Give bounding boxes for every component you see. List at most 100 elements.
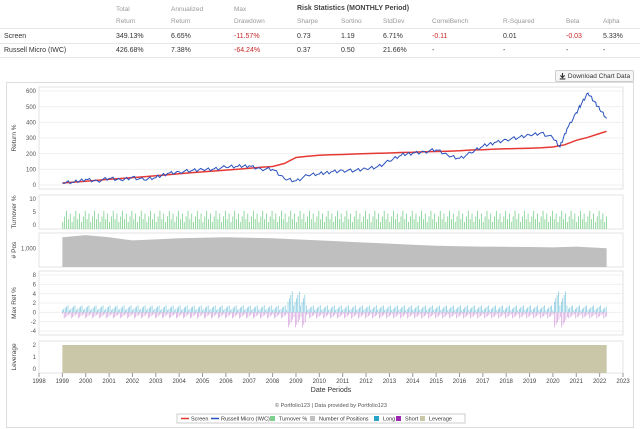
- turnover-bar: [90, 222, 92, 229]
- turnover-bar: [67, 219, 69, 229]
- turnover-bar: [305, 222, 307, 229]
- turnover-bar: [138, 216, 140, 229]
- turnover-bar: [153, 213, 155, 229]
- turnover-bar: [327, 210, 329, 229]
- turnover-bar: [507, 219, 508, 229]
- x-tick-label: 2006: [219, 379, 233, 385]
- y-tick-label: 2: [33, 301, 37, 307]
- turnover-bar: [352, 222, 353, 229]
- turnover-bar: [570, 210, 572, 229]
- turnover-bar: [232, 216, 234, 229]
- y-tick-label: 0: [33, 311, 37, 317]
- turnover-bar: [598, 210, 600, 229]
- y-tick-label: 6: [33, 283, 37, 289]
- turnover-bar: [137, 222, 138, 229]
- turnover-bar: [176, 216, 178, 229]
- turnover-bar: [226, 219, 228, 229]
- y-tick-label: 100: [26, 168, 37, 174]
- turnover-bar: [581, 219, 583, 229]
- turnover-bar: [522, 216, 523, 229]
- turnover-bar: [490, 213, 492, 229]
- y-tick-label: -4: [31, 329, 37, 335]
- correl: -: [432, 47, 435, 54]
- turnover-bar: [406, 213, 408, 229]
- rsq: 0.01: [503, 33, 517, 40]
- download-chart-data-button[interactable]: Download Chart Data: [555, 70, 634, 82]
- turnover-bar: [574, 213, 576, 229]
- y-tick-label: 500: [26, 105, 37, 111]
- x-tick-label: 2005: [196, 379, 210, 385]
- turnover-bar: [475, 216, 477, 229]
- turnover-bar: [561, 210, 563, 229]
- turnover-bar: [163, 213, 165, 229]
- download-label: Download Chart Data: [567, 72, 631, 80]
- y-axis-label: Return %: [11, 124, 18, 151]
- turnover-bar: [224, 210, 226, 229]
- turnover-bar: [178, 210, 180, 229]
- legend-item-label: Leverage: [429, 417, 452, 423]
- turnover-bar: [95, 219, 97, 229]
- row-name: Screen: [4, 33, 27, 40]
- legend-swatch: [420, 416, 425, 421]
- turnover-bar: [170, 219, 172, 229]
- turnover-bar: [92, 216, 94, 229]
- turnover-bar: [350, 213, 351, 229]
- x-tick-label: 2009: [289, 379, 303, 385]
- x-tick-label: 2019: [523, 379, 537, 385]
- turnover-bar: [439, 210, 441, 229]
- turnover-bar: [385, 219, 387, 229]
- turnover-bar: [187, 210, 189, 229]
- turnover-bar: [254, 219, 256, 229]
- turnover-bar: [424, 213, 426, 229]
- correl: -0.11: [432, 33, 448, 40]
- turnover-bar: [402, 210, 404, 229]
- turnover-bar: [542, 210, 544, 229]
- turnover-bar: [374, 210, 376, 229]
- turnover-bar: [183, 222, 185, 229]
- turnover-bar: [576, 222, 578, 229]
- turnover-bar: [299, 210, 301, 229]
- legend-item-label: Screen: [191, 417, 208, 423]
- turnover-bar: [443, 213, 445, 229]
- stddev-header: StdDev: [383, 18, 405, 25]
- turnover-bar: [544, 219, 546, 229]
- y-tick-label: 200: [26, 152, 37, 158]
- turnover-bar: [258, 222, 260, 229]
- turnover-bar: [144, 213, 146, 229]
- turnover-bar: [593, 213, 594, 229]
- turnover-bar: [97, 213, 99, 229]
- turnover-bar: [566, 222, 568, 229]
- turnover-bar: [563, 219, 564, 229]
- turnover-bar: [533, 210, 535, 229]
- turnover-bar: [245, 219, 247, 229]
- turnover-bar: [484, 216, 486, 229]
- row-name: Russell Micro (IWC): [4, 47, 67, 54]
- panel-frame: [38, 194, 624, 230]
- turnover-bar: [400, 216, 402, 229]
- turnover-bar: [527, 213, 529, 229]
- turnover-bar: [262, 210, 264, 229]
- turnover-bar: [404, 219, 406, 229]
- turnover-bar: [206, 210, 208, 229]
- sharpe-header: Sharpe: [297, 18, 318, 25]
- turnover-bar: [127, 222, 129, 229]
- turnover-bar: [342, 222, 344, 229]
- screen-series-line: [62, 130, 607, 184]
- turnover-bar: [466, 216, 467, 229]
- stddev: 21.66%: [383, 47, 407, 54]
- turnover-bar: [62, 222, 64, 229]
- turnover-bar: [445, 222, 447, 229]
- turnover-bar: [415, 213, 417, 229]
- turnover-bar: [316, 216, 318, 229]
- turnover-bar: [344, 216, 346, 229]
- turnover-bar: [520, 222, 522, 229]
- turnover-bar: [548, 222, 550, 229]
- rsq-header: R-Squared: [503, 18, 535, 25]
- total-return: 349.13%: [116, 33, 144, 40]
- turnover-bar: [469, 219, 471, 229]
- turnover-bar: [452, 213, 454, 229]
- turnover-bar: [501, 222, 503, 229]
- turnover-bar: [531, 216, 533, 229]
- total-header-2: Return: [116, 18, 136, 25]
- turnover-bar: [380, 222, 381, 229]
